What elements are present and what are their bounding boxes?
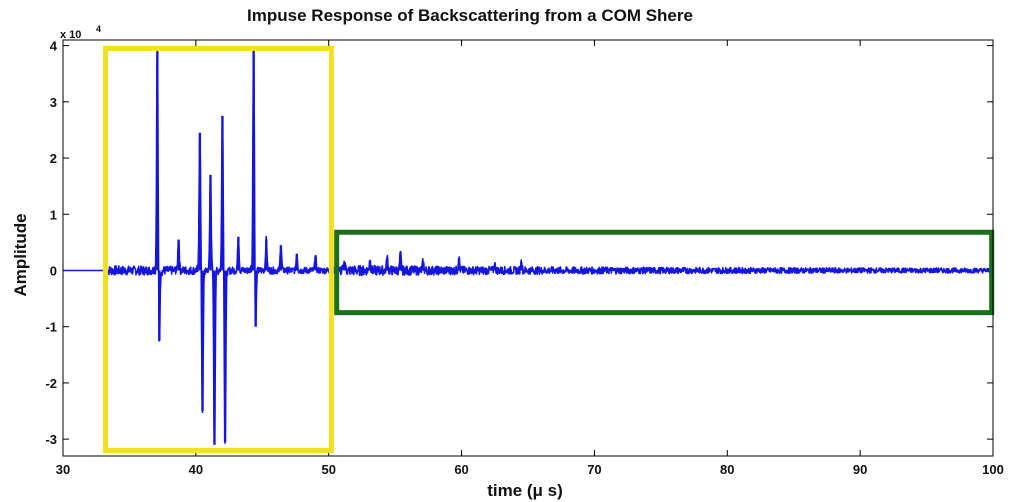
y-tick-label: 1 [50, 207, 57, 222]
x-tick-label: 40 [189, 462, 203, 477]
x-tick-label: 90 [853, 462, 867, 477]
x-tick-label: 30 [56, 462, 70, 477]
x-tick-label: 70 [587, 462, 601, 477]
ticks-layer: 30 40 50 60 70 80 90 100 -3 -2 -1 0 1 2 3 4 [45, 39, 1003, 477]
highlight-box [334, 229, 995, 316]
y-tick-label: -2 [45, 376, 57, 391]
x-tick-label: 60 [454, 462, 468, 477]
chart-title: Impuse Response of Backscattering from a… [247, 6, 693, 25]
x-tick-label: 50 [321, 462, 335, 477]
y-tick-label: 3 [50, 95, 57, 110]
signal-layer [62, 48, 994, 445]
y-tick-label: 2 [50, 151, 57, 166]
y-exponent-label: x 10 [60, 29, 81, 41]
series-line [62, 50, 994, 444]
x-tick-label: 80 [720, 462, 734, 477]
y-tick-label: 4 [50, 39, 58, 54]
plot-area-frame [62, 39, 994, 457]
y-axis-label: Amplitude [11, 213, 30, 296]
y-exponent-power: 4 [96, 24, 101, 34]
y-tick-label: 0 [50, 263, 57, 278]
x-tick-label: 100 [982, 462, 1004, 477]
y-tick-label: -1 [45, 320, 57, 335]
highlight-box [103, 45, 334, 453]
y-tick-label: -3 [45, 432, 57, 447]
x-axis-label: time (μ s) [487, 481, 563, 500]
highlight-boxes-layer [103, 45, 995, 453]
